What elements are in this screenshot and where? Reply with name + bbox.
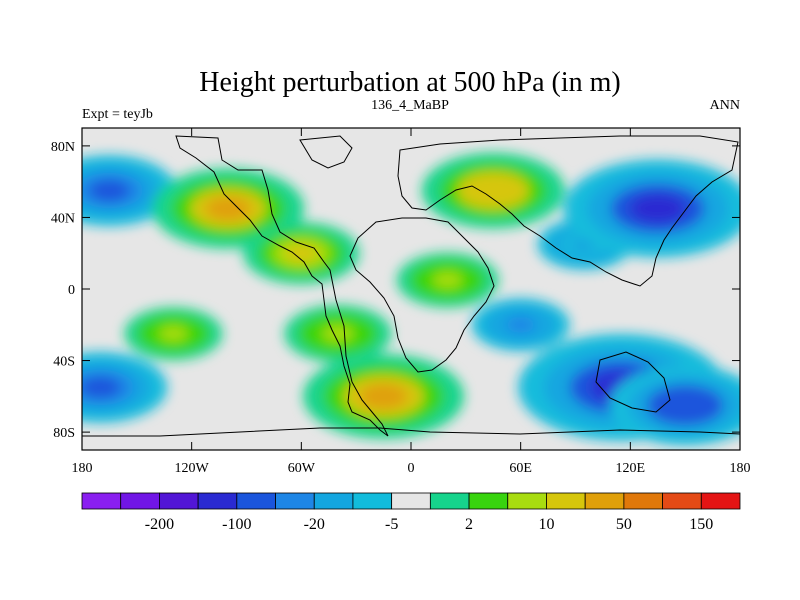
- field-feature-1-ring-3: [82, 376, 121, 399]
- field-feature-3-ring-3: [283, 243, 319, 263]
- field-feature-0-ring-3: [89, 179, 130, 202]
- colorbar-swatch-0: [81, 492, 122, 510]
- colorbar-swatch-4: [236, 492, 276, 510]
- coastlines: [82, 135, 740, 437]
- colorbar-swatch-11: [507, 492, 547, 510]
- field-feature-5-ring-3: [359, 383, 408, 409]
- subtitle-center: 136_4_MaBP: [371, 98, 449, 113]
- colorbar-label: 10: [538, 516, 554, 533]
- colorbar-label: 150: [689, 516, 713, 533]
- x-tick-label: 60W: [288, 461, 316, 476]
- colorbar-swatch-13: [584, 492, 625, 510]
- field-feature-13-ring-3: [158, 325, 189, 342]
- field-feature-6-ring-3: [471, 179, 515, 202]
- subtitle-right: ANN: [710, 98, 740, 113]
- y-tick-label: 80S: [53, 426, 75, 441]
- x-tick-label: 120W: [175, 461, 210, 476]
- plot-area: [82, 128, 740, 450]
- y-tick-label: 80N: [51, 140, 75, 155]
- coastline-australia: [595, 351, 671, 413]
- colorbar-label: -200: [145, 516, 174, 533]
- coastline-americas: [175, 135, 389, 437]
- colorbar-swatch-10: [468, 492, 509, 510]
- colorbar-swatch-2: [159, 492, 199, 510]
- x-axis: 180 120W 60W 0 60E 120E 180: [72, 128, 751, 476]
- field-feature-10-ring-3: [629, 193, 686, 224]
- colorbar: -200 -100 -20 -5 2 10 50 150: [81, 492, 741, 533]
- colorbar-swatch-15: [662, 492, 702, 510]
- colorbar-label: -5: [385, 516, 398, 533]
- coastline-antarctica: [82, 427, 740, 437]
- coastline-africa: [349, 217, 495, 373]
- colorbar-swatch-5: [275, 492, 315, 510]
- colorbar-swatch-14: [623, 492, 663, 510]
- field-feature-4-ring-3: [321, 325, 354, 343]
- coastline-greenland: [299, 135, 353, 169]
- x-tick-label: 0: [408, 461, 415, 476]
- colorbar-swatch-1: [120, 492, 160, 510]
- subtitle-left: Expt = teyJb: [82, 107, 153, 122]
- x-tick-label: 120E: [616, 461, 646, 476]
- field-feature-12-ring-3: [662, 393, 708, 418]
- colorbar-label: 50: [616, 516, 632, 533]
- coastline-eurasia: [397, 135, 739, 287]
- colorbar-swatch-3: [197, 492, 238, 510]
- field-feature-2-ring-3: [205, 196, 251, 221]
- colorbar-swatch-6: [313, 492, 354, 510]
- colorbar-swatch-12: [546, 492, 586, 510]
- y-tick-label: 40N: [51, 211, 75, 226]
- colorbar-swatch-9: [429, 492, 470, 510]
- x-tick-label: 180: [72, 461, 93, 476]
- chart-title: Height perturbation at 500 hPa (in m): [199, 67, 620, 98]
- x-tick-label: 60E: [509, 461, 532, 476]
- colorbar-label: -20: [304, 516, 325, 533]
- y-tick-label: 40S: [53, 355, 75, 370]
- field-feature-8-ring-3: [506, 316, 536, 333]
- y-tick-label: 0: [68, 283, 75, 298]
- contour-field: [82, 152, 740, 446]
- colorbar-swatch-8: [391, 492, 431, 510]
- colorbar-swatch-7: [352, 492, 393, 510]
- colorbar-label: 2: [465, 516, 473, 533]
- x-tick-label: 180: [730, 461, 751, 476]
- field-feature-7-ring-3: [432, 271, 463, 289]
- y-axis: 80N 40N 0 40S 80S: [51, 140, 740, 441]
- colorbar-label: -100: [222, 516, 251, 533]
- colorbar-swatch-16: [700, 492, 741, 510]
